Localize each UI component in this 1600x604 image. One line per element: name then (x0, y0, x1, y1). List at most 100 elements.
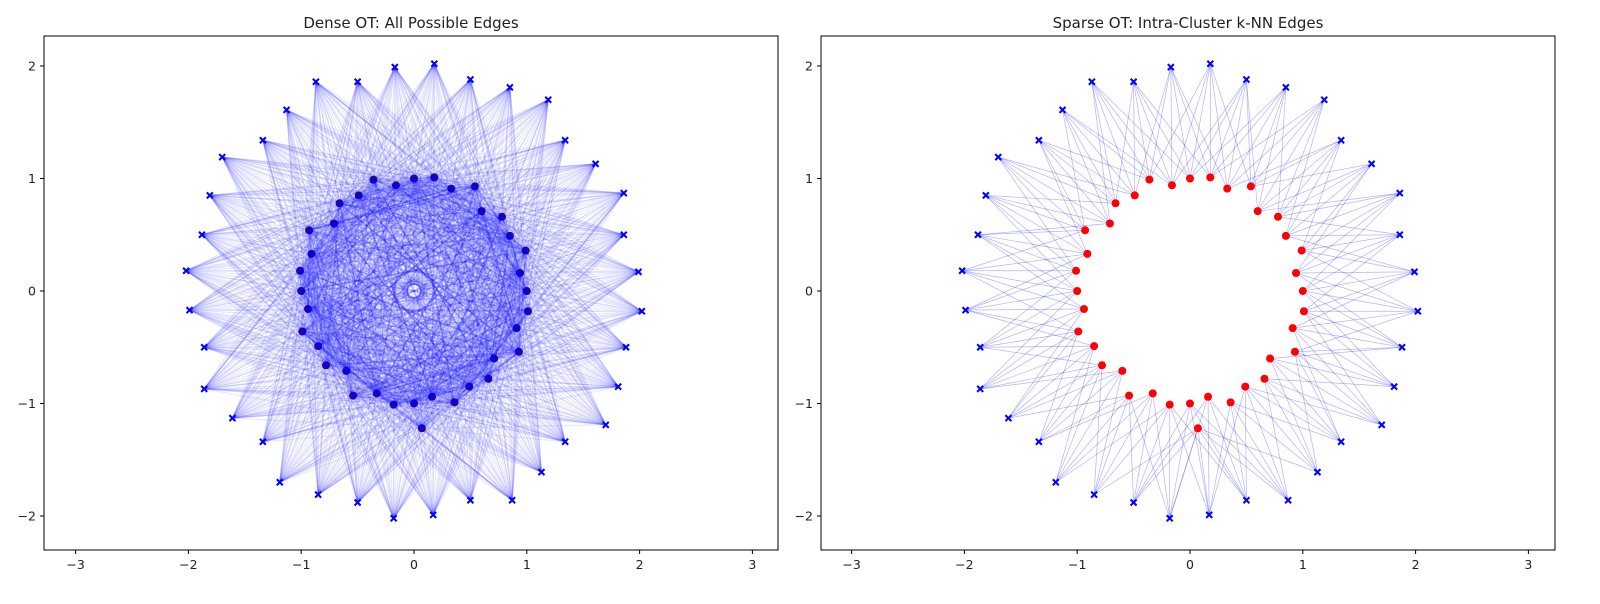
source-point (1083, 250, 1091, 258)
edge (1149, 67, 1170, 180)
source-point (1072, 267, 1080, 275)
edge (1208, 397, 1209, 515)
target-point (1321, 97, 1327, 103)
edge (1302, 164, 1372, 251)
edge (980, 346, 1094, 347)
x-tick-label: −3 (842, 557, 860, 572)
edge (962, 271, 1078, 332)
plot-title: Dense OT: All Possible Edges (303, 14, 519, 32)
edge (1008, 332, 1078, 419)
edge (980, 309, 1084, 389)
edge (1134, 82, 1172, 186)
y-tick-label: 2 (28, 59, 36, 74)
source-point (1292, 269, 1300, 277)
x-tick-label: −1 (1068, 557, 1086, 572)
source-point (1098, 361, 1106, 369)
edge (1304, 311, 1402, 347)
edge (1063, 110, 1086, 230)
x-tick-label: −2 (179, 557, 197, 572)
target-point (1369, 161, 1375, 167)
edge (1246, 80, 1257, 212)
source-point (1291, 348, 1299, 356)
edge (980, 332, 1078, 389)
edge (1264, 379, 1381, 425)
edge (1056, 405, 1170, 483)
edge (1295, 352, 1382, 425)
edge (1063, 110, 1150, 180)
edge (1296, 235, 1400, 273)
source-point (1247, 182, 1255, 190)
target-point (1338, 137, 1344, 143)
y-tick-label: −1 (18, 396, 36, 411)
source-point (1241, 383, 1249, 391)
edge (1302, 251, 1415, 272)
edge (978, 224, 1110, 235)
sparse-ot-plot: Sparse OT: Intra-Cluster k-NN Edges −3 −2… (795, 14, 1555, 572)
edges (186, 64, 642, 519)
source-point (1149, 389, 1157, 397)
target-points (959, 61, 1421, 522)
source-point (1282, 232, 1290, 240)
edge (1286, 235, 1400, 236)
x-tick-label: −2 (955, 557, 973, 572)
edge (1172, 80, 1246, 186)
edge (986, 195, 1077, 291)
source-point (1166, 401, 1174, 409)
edge (978, 235, 1084, 309)
target-point (1285, 497, 1291, 503)
y-tick-label: 0 (805, 284, 813, 299)
target-point (1005, 415, 1011, 421)
source-point (1081, 226, 1089, 234)
source-point (1090, 342, 1098, 350)
edge (998, 157, 1115, 203)
edge (1231, 402, 1289, 500)
edge (1231, 402, 1318, 472)
x-tick-label: 0 (410, 557, 418, 572)
source-point (1289, 324, 1297, 332)
target-point (1053, 479, 1059, 485)
edge (1171, 67, 1172, 185)
source-point (1260, 375, 1268, 383)
edge (1149, 64, 1210, 180)
source-point (1118, 367, 1126, 375)
edge (1296, 273, 1402, 347)
edge (1208, 397, 1288, 501)
source-point (1254, 207, 1262, 215)
source-point (1300, 307, 1308, 315)
x-tick-label: 2 (1412, 557, 1420, 572)
edge (1094, 371, 1122, 495)
edge (1210, 100, 1324, 178)
edge (998, 157, 1076, 271)
edge (1258, 100, 1325, 211)
edge (1210, 80, 1246, 178)
edge (986, 195, 1110, 223)
target-point (1314, 469, 1320, 475)
edge (1056, 365, 1102, 482)
y-tick-label: −2 (795, 509, 813, 524)
x-tick-label: −1 (292, 557, 310, 572)
source-point (1274, 213, 1282, 221)
source-point (1168, 181, 1176, 189)
source-point (1145, 176, 1153, 184)
edge (1295, 352, 1318, 472)
edge (978, 235, 1076, 271)
source-point (1206, 173, 1214, 181)
y-tick-label: −1 (795, 396, 813, 411)
edge (1303, 291, 1394, 387)
edge (1270, 359, 1317, 473)
axes-frame (821, 36, 1555, 550)
x-tick-label: −3 (66, 557, 84, 572)
source-point (1223, 185, 1231, 193)
dense-ot-plot: Dense OT: All Possible Edges −3 −2 −1 0 1 2 3−… (18, 14, 778, 572)
edge (1134, 397, 1208, 503)
edge (1198, 428, 1209, 515)
edge (998, 157, 1085, 230)
edge (1134, 82, 1135, 196)
source-point (1266, 355, 1274, 363)
source-point (1080, 305, 1088, 313)
source-point (1131, 191, 1139, 199)
source-point (1112, 199, 1120, 207)
x-tick-label: 1 (1299, 557, 1307, 572)
source-point (1125, 392, 1133, 400)
